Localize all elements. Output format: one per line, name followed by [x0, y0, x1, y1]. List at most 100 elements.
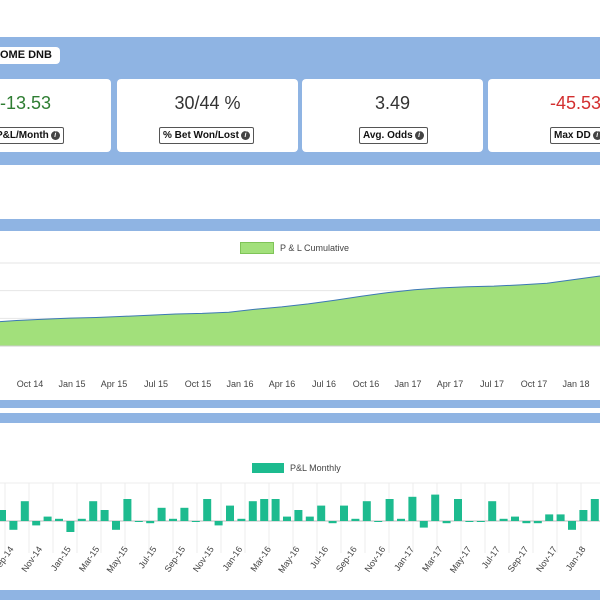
x-tick-label: Jan-18 [564, 544, 588, 572]
stat-label[interactable]: Avg. Odds i [359, 127, 428, 144]
legend-label: P & L Cumulative [280, 243, 350, 253]
bar [568, 521, 576, 530]
bar [305, 516, 314, 521]
monthly-panel-header [0, 413, 600, 423]
bar [203, 499, 212, 521]
stat-label-text: Max DD [554, 130, 591, 141]
bar [226, 505, 234, 521]
bar [454, 499, 462, 521]
x-tick-label: Oct 17 [521, 379, 548, 389]
section-divider [0, 400, 600, 408]
x-tick-label: Apr 16 [269, 379, 296, 389]
bar [476, 521, 485, 522]
x-tick-label: Jan-15 [49, 544, 73, 572]
bar [180, 507, 189, 521]
stat-label-text: Avg. Odds [363, 130, 413, 141]
x-tick-label: Jul 16 [312, 379, 336, 389]
info-icon[interactable]: i [414, 131, 424, 140]
bar [340, 505, 348, 521]
cumulative-area-plot: Oct 14 Jan 15 Apr 15 Jul 15 Oct 15 Jan 16 Apr … [0, 262, 600, 389]
bar [328, 521, 337, 524]
bar [374, 521, 383, 522]
x-tick-label: Jan-17 [392, 544, 416, 572]
x-tick-label: Mar-17 [420, 544, 445, 573]
info-icon[interactable]: i [592, 131, 600, 140]
bar [0, 510, 6, 521]
x-tick-label: May-16 [276, 544, 301, 574]
x-tick-label: Jul-16 [308, 544, 330, 570]
chart-legend[interactable]: P & L Cumulative [240, 242, 349, 254]
bar [66, 521, 75, 532]
strategy-name-tag: OME DNB [0, 47, 60, 64]
bar [465, 521, 474, 522]
bar [579, 510, 588, 521]
x-tick-label: Oct 16 [353, 379, 380, 389]
bar [556, 514, 565, 521]
x-tick-label: Jan 17 [394, 379, 421, 389]
bar [169, 518, 177, 521]
x-tick-label: Jan 18 [562, 379, 589, 389]
x-tick-label: Sep-15 [162, 544, 187, 574]
x-tick-label: Jan 16 [226, 379, 253, 389]
stat-card-max-dd: -45.53 Max DD i [488, 79, 600, 152]
bar [260, 499, 269, 521]
cumulative-chart: P & L Cumulative Oct 14 Jan 15 Apr 15 Jul 1… [0, 231, 600, 400]
stat-label-text: P&L/Month [0, 130, 49, 141]
x-tick-label: Jan-16 [220, 544, 244, 572]
bar [20, 501, 29, 521]
bar [419, 521, 428, 528]
stat-card-pnl-month: -13.53 P&L/Month i [0, 79, 111, 152]
bar [545, 514, 554, 521]
bar [351, 518, 360, 521]
bar [112, 521, 120, 530]
x-tick-label: Sep-16 [334, 544, 359, 574]
stat-label[interactable]: Max DD i [550, 127, 600, 144]
bar [237, 518, 246, 521]
bar [488, 501, 497, 521]
bar [123, 499, 132, 521]
bar [283, 516, 291, 521]
bar [271, 499, 280, 521]
x-tick-label: Nov-16 [363, 544, 388, 574]
cumulative-panel-header [0, 219, 600, 231]
x-tick-label: Oct 14 [17, 379, 44, 389]
bar [134, 521, 143, 522]
stat-value: 3.49 [374, 93, 411, 113]
bar [9, 521, 18, 530]
stat-value: -13.53 [0, 93, 52, 113]
x-tick-label: Nov-14 [19, 544, 44, 574]
x-tick-label: Jul-17 [480, 544, 502, 570]
info-icon[interactable]: i [240, 131, 250, 140]
bar [248, 501, 257, 521]
bar [89, 501, 98, 521]
monthly-chart: P&L Monthly Sep-14 Nov-14 Jan-15 Mar-15 May-… [0, 423, 600, 590]
stat-label[interactable]: P&L/Month i [0, 127, 64, 144]
stat-card-bet-won-lost: 30/44 % % Bet Won/Lost i [117, 79, 298, 152]
x-tick-label: Mar-15 [77, 544, 102, 573]
x-tick-label: Nov-15 [191, 544, 216, 574]
bar [77, 518, 86, 521]
info-icon[interactable]: i [50, 131, 60, 140]
x-tick-label: Sep-14 [0, 544, 16, 574]
x-tick-label: Apr 15 [101, 379, 128, 389]
series-line [0, 275, 600, 323]
bar [499, 518, 508, 521]
x-tick-label: Mar-16 [248, 544, 273, 573]
stat-label-text: % Bet Won/Lost [163, 130, 239, 141]
stat-label[interactable]: % Bet Won/Lost i [159, 127, 254, 144]
chart-legend[interactable]: P&L Monthly [252, 463, 341, 473]
series-area [0, 276, 600, 346]
x-tick-label: Oct 15 [185, 379, 212, 389]
bar [317, 505, 326, 521]
x-tick-label: Jul 15 [144, 379, 168, 389]
x-tick-label: Jul 17 [480, 379, 504, 389]
monthly-bar-plot: Sep-14 Nov-14 Jan-15 Mar-15 May-15 Jul-15 Sep-… [0, 482, 600, 575]
stat-value: 30/44 % [174, 93, 241, 113]
bar [385, 499, 394, 521]
x-tick-label: Jan 15 [58, 379, 85, 389]
x-tick-label: Jul-15 [136, 544, 158, 570]
x-tick-label: Apr 17 [437, 379, 464, 389]
bar [397, 518, 405, 521]
stat-value: -45.53 [550, 93, 600, 113]
bar [431, 494, 440, 521]
